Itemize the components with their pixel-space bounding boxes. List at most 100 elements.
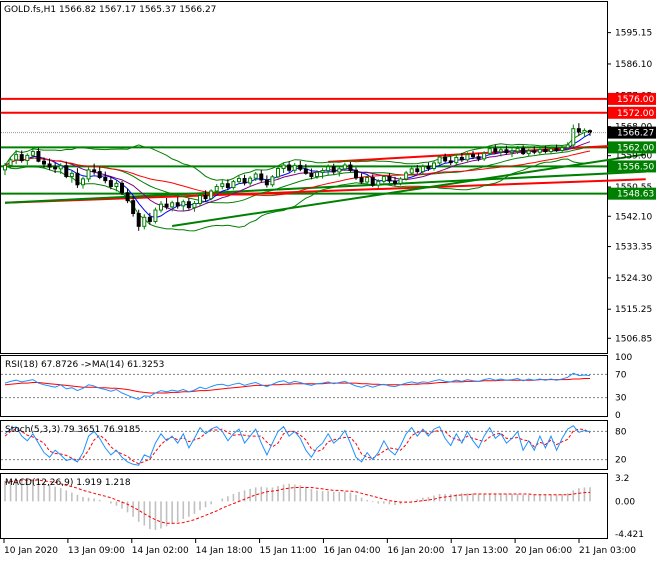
current-price-box (608, 126, 656, 139)
time-tick-label: 20 Jan 06:00 (515, 546, 572, 556)
price-tick-label: 1595.15 (615, 29, 652, 39)
stoch-label: Stoch(5,3,3) 79.3651 76.9185 (5, 425, 140, 435)
time-tick-label: 13 Jan 09:00 (68, 546, 125, 556)
candle-body (292, 164, 297, 171)
candle-body (543, 148, 548, 153)
candle-body (64, 165, 69, 177)
trendline-2 (328, 142, 646, 163)
candle-body (125, 192, 130, 202)
level-price-label: 1556.50 (617, 162, 654, 172)
candle-body (387, 175, 392, 182)
candle-body (19, 154, 24, 162)
time-tick-label: 14 Jan 18:00 (196, 546, 253, 556)
trendline-1 (4, 170, 646, 204)
price-tick-label: 1533.35 (615, 243, 652, 253)
candle-body (498, 149, 503, 153)
candle-body (153, 209, 158, 222)
candle-body (565, 144, 570, 149)
candle-body (426, 165, 431, 170)
candle-body (437, 156, 442, 164)
candle-body (120, 182, 124, 194)
candle-body (248, 177, 253, 184)
macd-tick-label: 3.2 (615, 474, 629, 484)
candle-body (420, 165, 425, 173)
candle-body (576, 128, 581, 133)
candle-body (220, 183, 225, 188)
candle-body (214, 186, 219, 192)
stoch-d-line (4, 428, 591, 465)
rsi-label: RSI(18) 67.8726 ->MA(14) 61.3253 (5, 360, 164, 370)
candle-body (108, 180, 113, 188)
candle-body (259, 173, 264, 181)
trendline-3 (171, 153, 646, 227)
candle-body (415, 168, 420, 173)
macd-signal-line (4, 479, 591, 524)
candle-body (359, 177, 364, 183)
candle-body (281, 164, 286, 170)
time-tick-label: 16 Jan 04:00 (323, 546, 380, 556)
time-tick-label: 15 Jan 11:00 (260, 546, 317, 556)
rsi-ma-line (4, 378, 590, 394)
candle-body (264, 179, 269, 186)
rsi-panel[interactable] (1, 372, 607, 400)
candle-body (526, 150, 531, 155)
candle-body (348, 164, 353, 171)
candle-body (320, 170, 325, 173)
candle-body (142, 216, 147, 227)
level-price-label: 1548.63 (617, 190, 654, 200)
candle-body (287, 164, 292, 171)
price-tick-label: 1506.85 (615, 334, 652, 344)
candle-body (482, 152, 487, 160)
time-tick-label: 17 Jan 13:00 (451, 546, 508, 556)
stochastic-panel[interactable] (1, 425, 607, 466)
candle-body (309, 172, 314, 177)
macd-tick-label: -4.421 (615, 530, 644, 540)
macd-panel[interactable] (4, 478, 591, 530)
candle-body (203, 195, 208, 200)
candle-body (114, 182, 119, 187)
level-price-box (608, 92, 656, 105)
level-price-box (608, 187, 656, 200)
candle-body (225, 183, 230, 189)
candle-body (103, 177, 108, 182)
candle-body (198, 195, 202, 204)
candle-body (315, 171, 319, 177)
candle-body (331, 166, 336, 173)
candle-body (209, 190, 214, 200)
candle-body (36, 151, 41, 162)
candle-body (571, 128, 576, 146)
candle-body (131, 200, 136, 214)
candle-body (81, 178, 85, 186)
candle-body (231, 181, 236, 189)
candle-body (3, 164, 7, 171)
candle-body (326, 166, 331, 172)
candle-body (404, 172, 409, 180)
candle-body (443, 156, 448, 162)
candle-body (465, 154, 470, 161)
candle-body (186, 201, 191, 209)
candle-body (354, 169, 358, 179)
candle-body (47, 163, 52, 168)
candle-body (170, 202, 175, 208)
candle-body (75, 172, 80, 186)
candle-body (97, 171, 102, 179)
candle-body (164, 203, 169, 208)
candle-body (30, 151, 35, 156)
candle-body (521, 147, 526, 155)
stoch-tick-label: 80 (615, 427, 627, 437)
macd-label: MACD(12,26,9) 1.919 1.218 (5, 478, 131, 488)
candle-body (493, 148, 498, 153)
level-price-label: 1562.00 (617, 143, 654, 153)
candle-body (53, 166, 58, 170)
time-tick-label: 10 Jan 2020 (4, 546, 58, 556)
ma-fast-line (4, 133, 591, 219)
price-panel[interactable] (1, 97, 646, 232)
candle-body (303, 168, 308, 174)
price-tick-label: 1559.60 (615, 152, 652, 162)
time-tick-label: 14 Jan 02:00 (132, 546, 189, 556)
candle-body (409, 168, 414, 174)
rsi-tick-label: 30 (615, 394, 627, 404)
candle-body (459, 156, 464, 161)
